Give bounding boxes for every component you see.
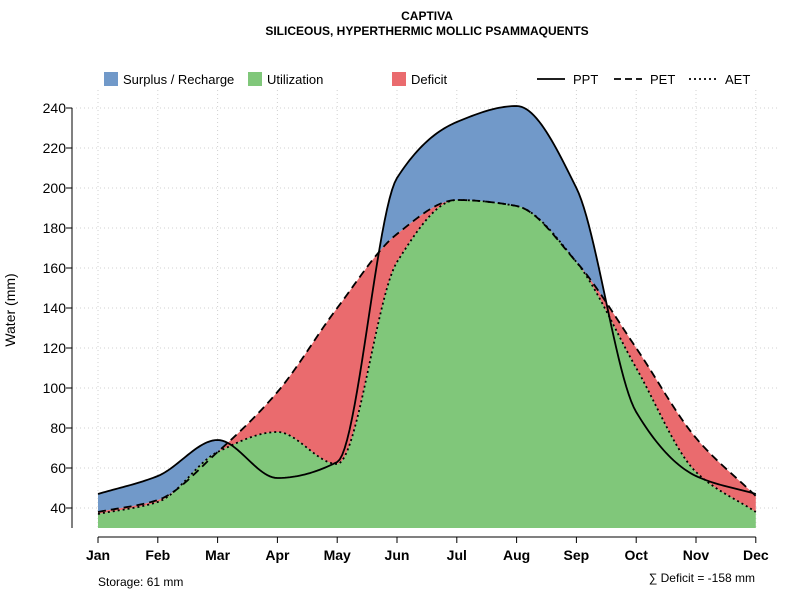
- x-tick-label: Dec: [743, 547, 769, 563]
- chart-title: CAPTIVA: [401, 9, 453, 23]
- legend: Surplus / Recharge Utilization Deficit PPT P…: [104, 72, 750, 87]
- x-tick-label: Jul: [447, 547, 467, 563]
- x-tick-label: Oct: [625, 547, 649, 563]
- surplus-area: [98, 106, 756, 512]
- storage-annotation: Storage: 61 mm: [98, 575, 183, 589]
- y-tick-label: 240: [43, 100, 67, 116]
- x-tick-label: Jun: [385, 547, 410, 563]
- series-line-aet: [97, 199, 757, 515]
- y-tick-label: 200: [43, 180, 67, 196]
- series-lines: [97, 105, 757, 515]
- y-tick-label: 160: [43, 260, 67, 276]
- x-tick-label: Sep: [564, 547, 590, 563]
- x-tick-label: Jan: [86, 547, 110, 563]
- x-tick-label: Apr: [265, 547, 290, 563]
- legend-swatch: [392, 72, 406, 86]
- utilization-area: [98, 200, 756, 528]
- y-tick-label: 220: [43, 140, 67, 156]
- x-tick-label: Aug: [503, 547, 530, 563]
- water-balance-fills: [98, 106, 756, 528]
- y-tick-label: 100: [43, 380, 67, 396]
- legend-swatch: [104, 72, 118, 86]
- y-tick-label: 140: [43, 300, 67, 316]
- y-tick-label: 180: [43, 220, 67, 236]
- x-tick-label: Feb: [145, 547, 170, 563]
- y-tick-label: 60: [50, 460, 66, 476]
- y-tick-label: 120: [43, 340, 67, 356]
- legend-label: Utilization: [267, 72, 323, 87]
- legend-label: Deficit: [411, 72, 448, 87]
- y-tick-label: 40: [50, 500, 66, 516]
- legend-label: PET: [650, 72, 675, 87]
- y-axis-label: Water (mm): [2, 273, 18, 346]
- series-line-pet: [97, 199, 757, 513]
- series-line-ppt: [97, 105, 757, 495]
- x-tick-label: Mar: [205, 547, 230, 563]
- chart-subtitle: SILICEOUS, HYPERTHERMIC MOLLIC PSAMMAQUE…: [265, 24, 588, 38]
- y-tick-label: 80: [50, 420, 66, 436]
- legend-swatch: [248, 72, 262, 86]
- legend-label: PPT: [573, 72, 598, 87]
- deficit-annotation: ∑ Deficit = -158 mm: [649, 571, 755, 585]
- axes: 40 60 80 100 120 140 160 180 200 220 240 Jan Feb Mar A…: [43, 100, 769, 563]
- legend-label: Surplus / Recharge: [123, 72, 234, 87]
- x-tick-label: May: [324, 547, 351, 563]
- x-tick-label: Nov: [683, 547, 710, 563]
- legend-label: AET: [725, 72, 750, 87]
